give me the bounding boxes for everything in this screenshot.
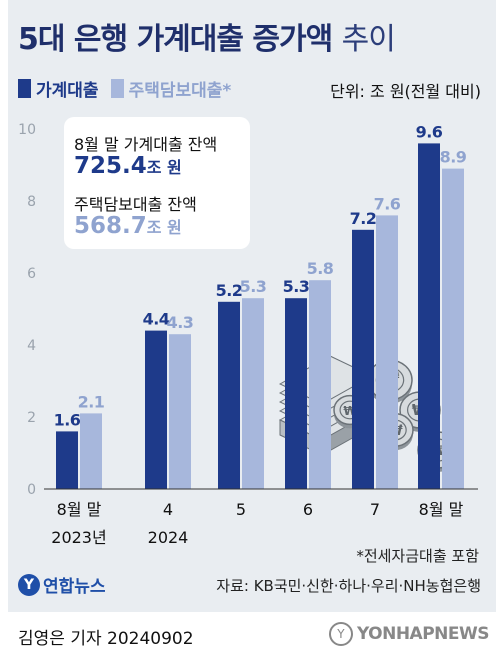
info-label-mortgage: 주택담보대출 잔액 xyxy=(74,195,197,214)
x-tick-label: 8월 말 xyxy=(419,500,464,519)
chart-title: 5대 은행 가계대출 증가액 추이 xyxy=(18,22,396,57)
footnote: *전세자금대출 포함 xyxy=(356,547,479,565)
bar xyxy=(80,413,102,489)
bar xyxy=(352,229,374,490)
bar-value-label: 5.3 xyxy=(240,277,267,296)
bar-value-label: 2.1 xyxy=(78,392,105,411)
legend-label-household-loans: 가계대출 xyxy=(36,81,99,101)
bar-value-label: 5.2 xyxy=(216,281,243,300)
legend-item-household-loans: 가계대출 xyxy=(18,76,99,101)
bar-value-label: 5.3 xyxy=(283,277,310,296)
bar-value-label: 8.9 xyxy=(440,148,467,167)
bar-value-label: 9.6 xyxy=(416,122,443,141)
yonhap-logo: Y 연합뉴스 xyxy=(18,572,106,597)
info-box: 8월 말 가계대출 잔액 725.4조 원 주택담보대출 잔액 568.7조 원 xyxy=(64,117,250,249)
bar xyxy=(376,215,398,489)
yonhap-logo-icon: Y xyxy=(18,573,40,596)
yonhapnews-watermark: Y YONHAPNEWS xyxy=(328,622,490,646)
bar xyxy=(418,143,440,489)
bar xyxy=(242,298,264,489)
y-tick-label: 6 xyxy=(27,266,36,282)
legend-label-mortgage-loans: 주택담보대출* xyxy=(128,81,232,101)
bar-chart: 0246810₩₩₩₩₩1.64.45.25.37.29.62.14.35.35… xyxy=(18,122,478,547)
x-tick-label: 7 xyxy=(370,500,380,519)
bar xyxy=(169,334,191,489)
y-tick-label: 8 xyxy=(27,194,36,210)
bar xyxy=(56,431,78,489)
y-tick-label: 4 xyxy=(27,338,36,354)
bar-value-label: 7.2 xyxy=(350,209,377,228)
watermark-text: YONHAPNEWS xyxy=(356,624,490,644)
y-tick-label: 2 xyxy=(27,410,36,426)
info-value-mortgage: 568.7조 원 xyxy=(74,213,182,239)
bar xyxy=(309,280,331,489)
info-value-household: 725.4조 원 xyxy=(74,153,182,179)
yonhap-logo-text: 연합뉴스 xyxy=(43,577,106,597)
source-text: 자료: KB국민·신한·하나·우리·NH농협은행 xyxy=(216,577,481,595)
watermark-icon: Y xyxy=(328,622,353,646)
bar-value-label: 4.4 xyxy=(143,310,170,329)
bar xyxy=(218,301,240,489)
x-tick-label: 4 xyxy=(163,500,173,519)
x-tick-label: 5 xyxy=(236,500,246,519)
y-tick-label: 10 xyxy=(18,122,36,138)
legend-swatch-light xyxy=(110,79,124,98)
x-tick-sublabel: 2023년 xyxy=(51,528,106,547)
bar xyxy=(145,330,167,489)
reporter-credit: 김영은 기자 20240902 xyxy=(18,629,194,649)
bar xyxy=(442,168,464,489)
y-tick-label: 0 xyxy=(27,482,36,498)
bar-value-label: 7.6 xyxy=(374,194,401,213)
x-tick-label: 6 xyxy=(303,500,313,519)
bar-value-label: 4.3 xyxy=(167,313,194,332)
legend: 가계대출 주택담보대출* xyxy=(18,76,243,101)
legend-item-mortgage-loans: 주택담보대출* xyxy=(110,76,232,101)
bar xyxy=(285,298,307,489)
bar-value-label: 5.8 xyxy=(307,259,334,278)
bar-value-label: 1.6 xyxy=(54,410,81,429)
legend-swatch-dark xyxy=(18,79,31,98)
x-tick-label: 8월 말 xyxy=(57,500,102,519)
unit-label: 단위: 조 원(전월 대비) xyxy=(330,82,481,101)
x-tick-sublabel: 2024 xyxy=(148,528,189,547)
info-label-household: 8월 말 가계대출 잔액 xyxy=(74,135,218,154)
